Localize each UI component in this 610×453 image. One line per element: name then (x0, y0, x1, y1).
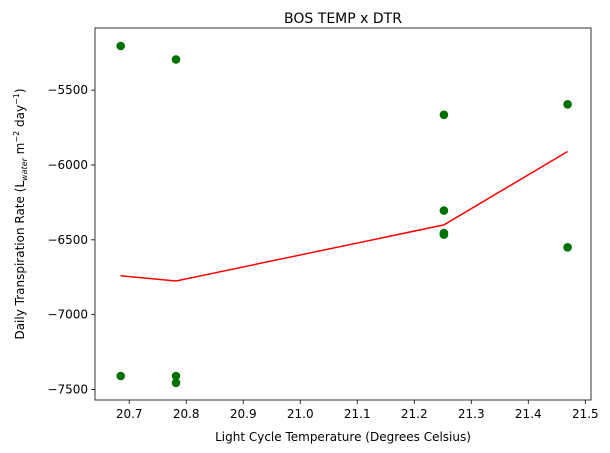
x-tick-label: 21.2 (401, 407, 428, 421)
x-tick-label: 21.4 (515, 407, 542, 421)
x-tick-label: 21.1 (344, 407, 371, 421)
data-point (171, 55, 181, 64)
data-point (439, 206, 449, 215)
x-tick-label: 21.3 (458, 407, 485, 421)
y-axis-label: Daily Transpiration Rate (Lwater m−2 day… (12, 88, 29, 339)
chart-marks (116, 41, 572, 388)
y-axis-label-unit-day: day (13, 105, 27, 131)
x-tick-label: 20.7 (116, 407, 143, 421)
y-tick-label: −6000 (47, 158, 88, 172)
y-axis-label-suffix: ) (13, 88, 27, 93)
data-point (171, 378, 181, 388)
data-point (563, 100, 572, 109)
y-axis-label-unit-m: m (13, 143, 27, 159)
data-point (116, 41, 125, 51)
y-axis-label-exponent-day: −1 (12, 93, 21, 105)
y-tick-label: −6500 (47, 233, 88, 247)
y-axis-label-prefix: Daily Transpiration Rate (L (13, 181, 27, 340)
data-point (116, 371, 125, 381)
y-tick-label: −5500 (47, 83, 88, 97)
trend-line (120, 150, 568, 282)
x-tick-label: 20.8 (173, 407, 200, 421)
data-point (439, 110, 449, 120)
x-axis-label: Light Cycle Temperature (Degrees Celsius… (215, 430, 471, 444)
y-axis: −7500 −7000 −6500 −6000 −5500 (47, 83, 95, 397)
y-axis-label-exponent-m: −2 (12, 131, 21, 143)
y-tick-label: −7500 (47, 383, 88, 397)
x-tick-label: 21.5 (572, 407, 599, 421)
y-tick-label: −7000 (47, 308, 88, 322)
data-point (171, 371, 181, 381)
x-axis: 20.7 20.8 20.9 21.0 21.1 21.2 21.3 21.4 21.5 (116, 400, 599, 421)
data-point (439, 230, 449, 239)
data-point (563, 243, 572, 252)
plot-frame (94, 27, 592, 401)
x-tick-label: 20.9 (230, 407, 257, 421)
x-tick-label: 21.0 (287, 407, 314, 421)
y-axis-label-subscript: water (20, 157, 29, 181)
chart-title: BOS TEMP x DTR (284, 11, 402, 27)
